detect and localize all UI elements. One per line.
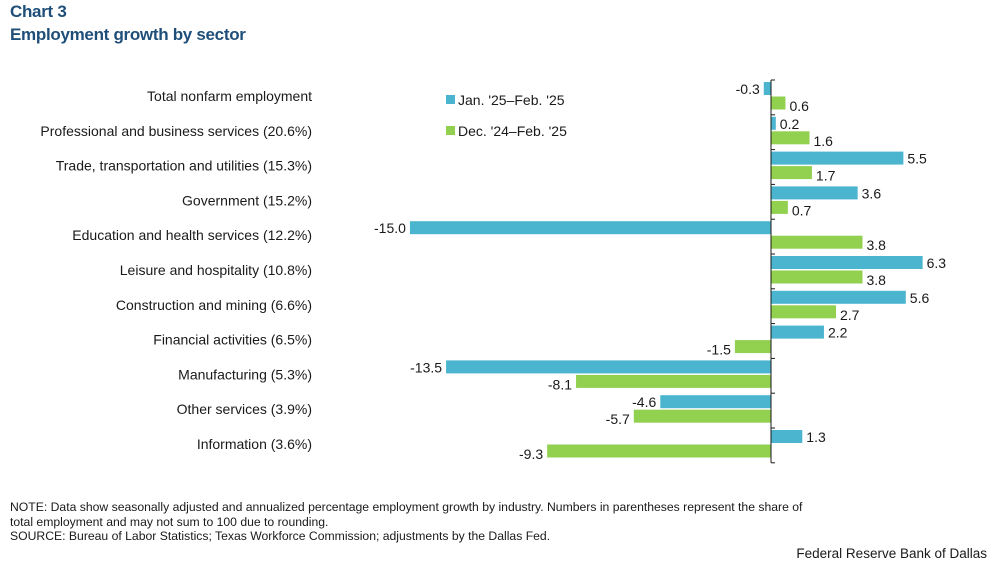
- bar-jan-feb-financial-activities: [771, 325, 824, 339]
- bar-jan-feb-manufacturing: [446, 360, 771, 374]
- bar-dec-feb-manufacturing: [576, 374, 771, 388]
- value-label-dec-feb-total-nonfarm-employment: 0.6: [789, 98, 809, 114]
- value-label-dec-feb-leisure-and-hospitality: 3.8: [866, 272, 886, 288]
- value-label-jan-feb-total-nonfarm-employment: -0.3: [736, 81, 760, 97]
- value-label-dec-feb-financial-activities: -1.5: [707, 342, 731, 358]
- bar-jan-feb-education-and-health-services: [409, 221, 771, 235]
- legend-swatch-jan-feb: [446, 95, 455, 104]
- bar-dec-feb-total-nonfarm-employment: [771, 96, 786, 110]
- source-line: SOURCE: Bureau of Labor Statistics; Texa…: [10, 529, 551, 544]
- value-label-jan-feb-information: 1.3: [806, 429, 826, 445]
- bar-jan-feb-government: [771, 186, 858, 200]
- category-label-leisure-and-hospitality: Leisure and hospitality (10.8%): [120, 262, 312, 278]
- category-label-education-and-health-services: Education and health services (12.2%): [72, 227, 312, 243]
- value-label-dec-feb-professional-and-business-services: 1.6: [814, 133, 834, 149]
- bar-jan-feb-information: [771, 430, 803, 443]
- category-label-trade-transportation-and-utilities: Trade, transportation and utilities (15.…: [56, 158, 312, 174]
- bar-dec-feb-information: [547, 444, 771, 458]
- value-label-jan-feb-leisure-and-hospitality: 6.3: [927, 255, 947, 271]
- value-label-jan-feb-manufacturing: -13.5: [410, 359, 442, 375]
- bar-dec-feb-construction-and-mining: [771, 305, 836, 319]
- bar-dec-feb-other-services: [633, 409, 771, 423]
- category-labels: Total nonfarm employment Professional and…: [40, 88, 312, 452]
- category-label-other-services: Other services (3.9%): [177, 401, 312, 417]
- value-label-jan-feb-government: 3.6: [862, 185, 882, 201]
- category-label-manufacturing: Manufacturing (5.3%): [178, 366, 312, 382]
- category-label-financial-activities: Financial activities (6.5%): [153, 332, 312, 348]
- category-label-government: Government (15.2%): [182, 192, 312, 208]
- bar-jan-feb-total-nonfarm-employment: [763, 82, 771, 95]
- credit-line: Federal Reserve Bank of Dallas: [796, 546, 987, 561]
- value-label-jan-feb-construction-and-mining: 5.6: [910, 290, 930, 306]
- legend-swatch-dec-feb: [446, 126, 455, 135]
- bar-dec-feb-financial-activities: [734, 340, 771, 354]
- value-label-jan-feb-trade-transportation-and-utilities: 5.5: [907, 151, 927, 167]
- value-label-jan-feb-financial-activities: 2.2: [828, 325, 848, 341]
- bar-dec-feb-professional-and-business-services: [771, 131, 810, 145]
- bar-jan-feb-other-services: [660, 395, 771, 409]
- category-label-construction-and-mining: Construction and mining (6.6%): [116, 297, 312, 313]
- value-label-dec-feb-education-and-health-services: 3.8: [866, 237, 886, 253]
- legend-label-jan-feb: Jan. '25–Feb. '25: [458, 92, 565, 108]
- bar-jan-feb-leisure-and-hospitality: [771, 256, 923, 269]
- category-label-information: Information (3.6%): [197, 436, 312, 452]
- value-label-dec-feb-government: 0.7: [792, 202, 812, 218]
- bar-jan-feb-professional-and-business-services: [771, 116, 776, 130]
- bar-jan-feb-construction-and-mining: [771, 290, 906, 304]
- value-label-dec-feb-manufacturing: -8.1: [548, 376, 572, 392]
- legend-label-dec-feb: Dec. '24–Feb. '25: [458, 123, 567, 139]
- note-line-2: total employment and may not sum to 100 …: [10, 514, 329, 529]
- chart-title: Employment growth by sector: [10, 25, 246, 44]
- footnotes: NOTE: Data show seasonally adjusted and …: [10, 500, 985, 544]
- value-label-dec-feb-information: -9.3: [519, 446, 543, 462]
- value-label-dec-feb-other-services: -5.7: [606, 411, 630, 427]
- value-label-dec-feb-construction-and-mining: 2.7: [840, 307, 860, 323]
- bar-dec-feb-trade-transportation-and-utilities: [771, 166, 812, 180]
- bar-dec-feb-education-and-health-services: [771, 235, 863, 249]
- data-labels: -0.3 0.6 0.2 1.6 5.5 1.7 3.6 0.7 -15.0 3.8 6.3 3.8 5…: [374, 81, 946, 462]
- bars-layer: [409, 79, 923, 464]
- category-label-total-nonfarm-employment: Total nonfarm employment: [147, 88, 312, 104]
- note-line-1: NOTE: Data show seasonally adjusted and …: [10, 500, 803, 514]
- bar-dec-feb-leisure-and-hospitality: [771, 270, 863, 284]
- value-label-jan-feb-education-and-health-services: -15.0: [374, 220, 406, 236]
- bar-dec-feb-government: [771, 200, 788, 214]
- value-label-jan-feb-professional-and-business-services: 0.2: [780, 116, 800, 132]
- value-label-dec-feb-trade-transportation-and-utilities: 1.7: [816, 168, 836, 184]
- bar-chart: Total nonfarm employment Professional and…: [40, 79, 946, 464]
- category-label-professional-and-business-services: Professional and business services (20.6…: [40, 123, 312, 139]
- chart-number: Chart 3: [10, 2, 67, 21]
- legend: Jan. '25–Feb. '25 Dec. '24–Feb. '25: [446, 92, 567, 139]
- bar-jan-feb-trade-transportation-and-utilities: [771, 151, 904, 165]
- value-label-jan-feb-other-services: -4.6: [632, 394, 656, 410]
